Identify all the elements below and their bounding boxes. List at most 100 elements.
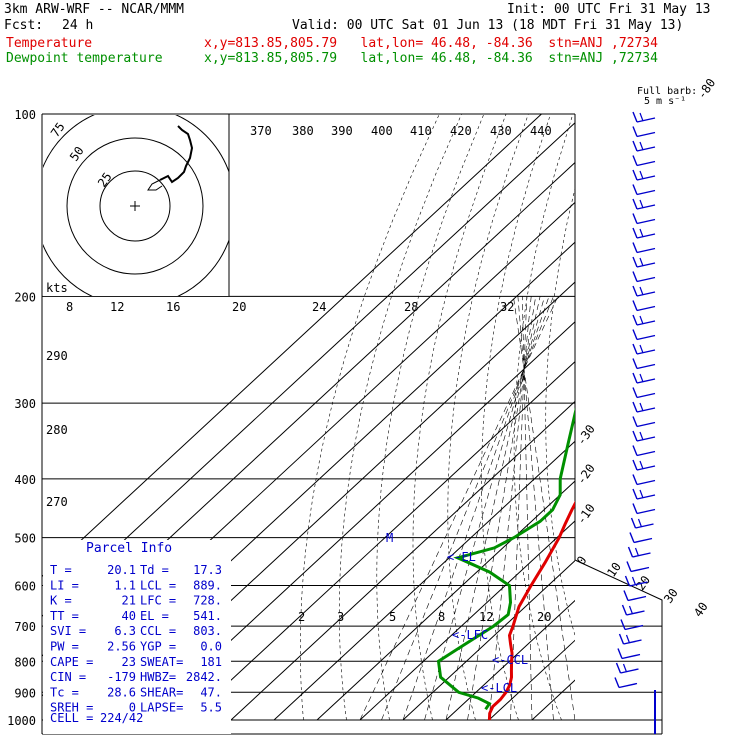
- melting-level-marker: M: [386, 531, 393, 545]
- wind-barb-shaft: [636, 218, 656, 225]
- wind-barb-flag: [639, 373, 644, 383]
- parcel-info-cell: -179: [107, 670, 136, 684]
- parcel-info-cell: EL =: [140, 609, 169, 623]
- wind-barb-shaft: [636, 247, 656, 254]
- wind-barb-flag: [639, 402, 644, 412]
- parcel-info-cell: CAPE =: [50, 655, 93, 669]
- mixing-ratio-label: 2: [298, 610, 305, 624]
- moist-adiabat: [359, 296, 559, 721]
- wind-barb-shaft: [636, 421, 656, 428]
- hodograph-trace: [159, 125, 194, 184]
- dry-adiabat: [481, 114, 551, 721]
- wind-barb-flag: [632, 372, 638, 384]
- speed-tick: 20: [232, 300, 246, 314]
- parcel-info-cell: 28.6: [107, 685, 136, 699]
- wind-barb-flag: [632, 184, 638, 195]
- mixing-ratio-label: 12: [479, 610, 493, 624]
- wind-barb-flag: [623, 590, 629, 601]
- wind-barb-shaft: [636, 450, 656, 457]
- wind-barb-shaft: [630, 566, 650, 573]
- wind-barb-flag: [632, 416, 638, 427]
- wind-barb-flag: [632, 213, 638, 224]
- wind-barb-flag: [630, 517, 637, 529]
- parcel-cell-value: 224/42: [100, 711, 143, 725]
- wind-barb-flag: [639, 112, 644, 122]
- wind-barb-shaft: [636, 204, 656, 210]
- parcel-info-cell: K =: [50, 594, 72, 608]
- wind-barb-shaft: [636, 378, 656, 384]
- wind-scale-label: Full barb:: [637, 86, 697, 97]
- temperature-tick-label: -20: [574, 461, 598, 487]
- pressure-tick-label: 400: [14, 473, 36, 487]
- hodograph: 75 50 25 kts: [43, 114, 230, 296]
- wind-barb-shaft: [636, 189, 656, 196]
- parcel-info-cell: 0.0: [200, 640, 222, 654]
- parcel-info-cell: LFC =: [140, 594, 176, 608]
- pressure-labels: 100 200 300 400 500 600 700 800 900 1000: [7, 108, 36, 728]
- dewpoint-profile: [436, 407, 575, 711]
- wind-barb-flag: [639, 199, 644, 209]
- isotherm-line: [144, 321, 575, 721]
- parcel-info-cell: 728.: [193, 594, 222, 608]
- speed-tick: 12: [110, 300, 124, 314]
- wind-barb-shaft: [632, 552, 651, 558]
- ccl-marker: <-CCL: [492, 653, 528, 667]
- speed-tick: 32: [500, 300, 514, 314]
- wind-barbs: [614, 111, 656, 734]
- wind-barb-flag: [625, 634, 631, 644]
- wind-barb-flag: [632, 488, 638, 500]
- temperature-tick-label: -30: [574, 422, 598, 448]
- theta-label: 390: [331, 124, 353, 138]
- wind-barb-shaft: [627, 595, 647, 602]
- parcel-info-cell: LAPSE=: [140, 701, 183, 715]
- wind-barb-shaft: [636, 305, 656, 312]
- wind-barb-flag: [632, 256, 638, 268]
- theta-label: 270: [46, 495, 68, 509]
- parcel-info-cell: 2842.: [186, 670, 222, 684]
- pressure-tick-label: 600: [14, 580, 36, 594]
- wind-barb-flag: [632, 300, 638, 311]
- mixing-ratio-label: 5: [389, 610, 396, 624]
- wind-barb-flag: [634, 547, 640, 557]
- wind-barb-shaft: [633, 537, 653, 544]
- theta-label: 380: [292, 124, 314, 138]
- isotherm-lines: [42, 114, 575, 721]
- parcel-info-cell: SWEAT=: [140, 655, 183, 669]
- wind-barb-shaft: [624, 624, 644, 631]
- wind-barb-shaft: [636, 276, 656, 283]
- isotherm-line: [230, 400, 575, 721]
- theta-label: 410: [410, 124, 432, 138]
- wind-barb-shaft: [635, 523, 654, 529]
- init-time: Init: 00 UTC Fri 31 May 13: [507, 2, 711, 17]
- wind-barb-flag: [632, 474, 638, 485]
- theta-label: 420: [450, 124, 472, 138]
- wind-barb-shaft: [636, 233, 656, 239]
- wind-barb-flag: [632, 445, 638, 456]
- parcel-info-cell: HWBZ=: [140, 670, 176, 684]
- wind-barb-flag: [620, 619, 626, 630]
- wind-barb-flag: [639, 315, 644, 325]
- wind-barb-shaft: [623, 639, 642, 645]
- wind-barb-shaft: [636, 117, 656, 123]
- parcel-info-cell: T =: [50, 563, 72, 577]
- wind-barb-shaft: [636, 160, 656, 167]
- theta-label: 440: [530, 124, 552, 138]
- level-annotations: M <-EL <-LFC <-CCL <-LCL: [386, 531, 528, 695]
- wind-barb-flag: [632, 155, 638, 166]
- parcel-info-cell: SHEAR=: [140, 685, 183, 699]
- lcl-marker: <-LCL: [481, 681, 517, 695]
- dry-adiabat-lines: [299, 114, 575, 721]
- parcel-info-cell: SREH =: [50, 701, 93, 715]
- dry-adiabat: [338, 114, 462, 721]
- wind-barb-flag: [632, 271, 638, 282]
- parcel-info-cell: CCL =: [140, 624, 176, 638]
- wind-barb-flag: [632, 358, 638, 369]
- wind-barb-flag: [618, 633, 625, 645]
- pressure-tick-label: 700: [14, 620, 36, 634]
- wind-barb-flag: [639, 228, 644, 238]
- hodo-ring-25: [99, 170, 171, 242]
- pressure-tick-label: 100: [14, 108, 36, 122]
- wind-barb-flag: [632, 126, 638, 137]
- model-title: 3km ARW-WRF -- NCAR/MMM: [4, 2, 185, 17]
